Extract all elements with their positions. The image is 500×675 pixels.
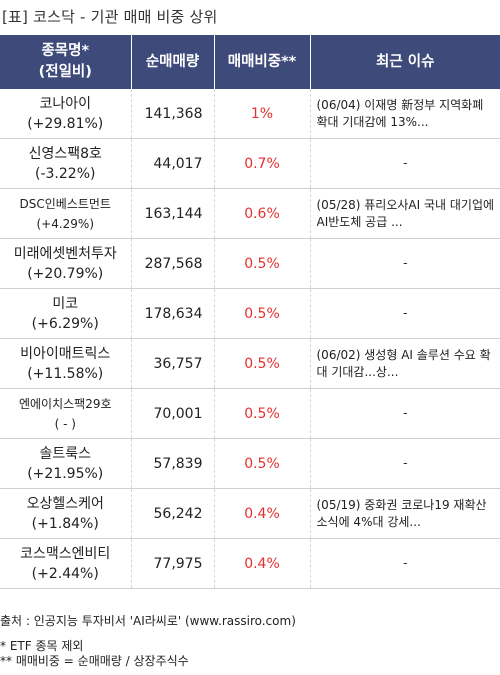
stock-name[interactable]: DSC인베스트먼트	[19, 196, 111, 211]
stock-change: (+21.95%)	[27, 465, 104, 482]
trading-ratio: 0.5%	[214, 388, 311, 439]
stock-name-cell: 솔트룩스 (+21.95%)	[0, 438, 132, 489]
table-row: DSC인베스트먼트 (+4.29%) 163,144 0.6% (05/28) 퓨…	[0, 188, 500, 239]
stock-change: (-3.22%)	[35, 165, 96, 182]
stock-name-cell: 코나아이 (+29.81%)	[0, 89, 132, 139]
net-volume: 57,839	[131, 438, 215, 489]
institution-trading-table: 종목명* (전일비) 순매매량 매매비중** 최근 이슈 코나아이 (+29.81…	[0, 35, 500, 589]
stock-name[interactable]: 엔에이치스팩29호	[18, 396, 112, 411]
table-row: 코스맥스엔비티 (+2.44%) 77,975 0.4% -	[0, 538, 500, 589]
net-volume: 70,001	[131, 388, 215, 439]
stock-change: (+2.44%)	[31, 565, 99, 582]
table-title: [표] 코스닥 - 기관 매매 비중 상위	[2, 8, 218, 26]
header-recent-issue: 최근 이슈	[310, 35, 500, 89]
stock-change: ( - )	[54, 416, 76, 431]
table-row: 미코 (+6.29%) 178,634 0.5% -	[0, 288, 500, 339]
net-volume: 56,242	[131, 488, 215, 539]
trading-ratio: 0.4%	[214, 488, 311, 539]
footnote-ratio: ** 매매비중 = 순매매량 / 상장주식수	[0, 654, 189, 668]
stock-name[interactable]: 신영스팩8호	[28, 145, 102, 162]
table-row: 엔에이치스팩29호 ( - ) 70,001 0.5% -	[0, 388, 500, 439]
net-volume: 141,368	[131, 89, 215, 139]
recent-issue: -	[310, 238, 500, 289]
header-stock-name: 종목명* (전일비)	[0, 35, 132, 89]
source-note: 출처 : 인공지능 투자비서 'AI라씨로' (www.rassiro.com)	[0, 612, 296, 629]
stock-change: (+20.79%)	[27, 265, 104, 282]
stock-name-cell: 비아이매트릭스 (+11.58%)	[0, 338, 132, 389]
table-row: 오상헬스케어 (+1.84%) 56,242 0.4% (05/19) 중화권 코…	[0, 488, 500, 539]
net-volume: 44,017	[131, 138, 215, 189]
header-stock-name-line1: 종목명*	[41, 43, 90, 59]
stock-name[interactable]: 미래에셋벤처투자	[13, 245, 117, 262]
stock-change: (+11.58%)	[27, 365, 104, 382]
stock-name[interactable]: 비아이매트릭스	[20, 345, 111, 362]
recent-issue: -	[310, 288, 500, 339]
header-stock-name-line2: (전일비)	[38, 64, 92, 80]
recent-issue: -	[310, 138, 500, 189]
stock-name-cell: 엔에이치스팩29호 ( - )	[0, 388, 132, 439]
table-row: 코나아이 (+29.81%) 141,368 1% (06/04) 이재명 新정부…	[0, 89, 500, 139]
table-row: 미래에셋벤처투자 (+20.79%) 287,568 0.5% -	[0, 238, 500, 289]
trading-ratio: 0.5%	[214, 238, 311, 289]
net-volume: 287,568	[131, 238, 215, 289]
stock-name[interactable]: 코스맥스엔비티	[20, 545, 111, 562]
table-row: 신영스팩8호 (-3.22%) 44,017 0.7% -	[0, 138, 500, 189]
trading-ratio: 0.6%	[214, 188, 311, 239]
stock-name-cell: 코스맥스엔비티 (+2.44%)	[0, 538, 132, 589]
net-volume: 178,634	[131, 288, 215, 339]
header-net-volume: 순매매량	[131, 35, 215, 89]
recent-issue-cell: (05/28) 퓨리오사AI 국내 대기업에 AI반도체 공급 ...	[310, 188, 500, 239]
trading-ratio: 0.5%	[214, 338, 311, 389]
stock-change: (+29.81%)	[27, 115, 104, 132]
recent-issue[interactable]: (05/28) 퓨리오사AI 국내 대기업에 AI반도체 공급 ...	[316, 197, 495, 229]
recent-issue[interactable]: (06/04) 이재명 新정부 지역화폐 확대 기대감에 13%...	[316, 97, 484, 129]
trading-ratio: 0.5%	[214, 288, 311, 339]
recent-issue: -	[310, 388, 500, 439]
net-volume: 36,757	[131, 338, 215, 389]
recent-issue-cell: (06/04) 이재명 新정부 지역화폐 확대 기대감에 13%...	[310, 89, 500, 139]
recent-issue: -	[310, 538, 500, 589]
stock-name[interactable]: 코나아이	[39, 95, 92, 112]
stock-name[interactable]: 오상헬스케어	[26, 495, 104, 512]
stock-name-cell: 미래에셋벤처투자 (+20.79%)	[0, 238, 132, 289]
stock-change: (+4.29%)	[36, 216, 95, 231]
stock-name-cell: 신영스팩8호 (-3.22%)	[0, 138, 132, 189]
recent-issue: -	[310, 438, 500, 489]
stock-name-cell: DSC인베스트먼트 (+4.29%)	[0, 188, 132, 239]
table-header-row: 종목명* (전일비) 순매매량 매매비중** 최근 이슈	[0, 35, 500, 89]
trading-ratio: 0.7%	[214, 138, 311, 189]
recent-issue[interactable]: (06/02) 생성형 AI 솔루션 수요 확대 기대감...상...	[316, 347, 491, 379]
header-trading-ratio: 매매비중**	[214, 35, 311, 89]
stock-name[interactable]: 솔트룩스	[39, 445, 92, 462]
footnote-etf: * ETF 종목 제외	[0, 639, 84, 653]
stock-change: (+1.84%)	[31, 515, 99, 532]
stock-name-cell: 오상헬스케어 (+1.84%)	[0, 488, 132, 539]
source-text: 출처 : 인공지능 투자비서 'AI라씨로' (www.rassiro.com)	[0, 614, 296, 628]
stock-name-cell: 미코 (+6.29%)	[0, 288, 132, 339]
recent-issue[interactable]: (05/19) 중화권 코로나19 재확산 소식에 4%대 강세...	[316, 497, 487, 529]
stock-name[interactable]: 미코	[52, 295, 79, 312]
recent-issue-cell: (05/19) 중화권 코로나19 재확산 소식에 4%대 강세...	[310, 488, 500, 539]
trading-ratio: 0.4%	[214, 538, 311, 589]
trading-ratio: 0.5%	[214, 438, 311, 489]
table-row: 솔트룩스 (+21.95%) 57,839 0.5% -	[0, 438, 500, 489]
recent-issue-cell: (06/02) 생성형 AI 솔루션 수요 확대 기대감...상...	[310, 338, 500, 389]
stock-change: (+6.29%)	[31, 315, 99, 332]
table-row: 비아이매트릭스 (+11.58%) 36,757 0.5% (06/02) 생성형…	[0, 338, 500, 389]
net-volume: 77,975	[131, 538, 215, 589]
trading-ratio: 1%	[214, 89, 311, 139]
net-volume: 163,144	[131, 188, 215, 239]
